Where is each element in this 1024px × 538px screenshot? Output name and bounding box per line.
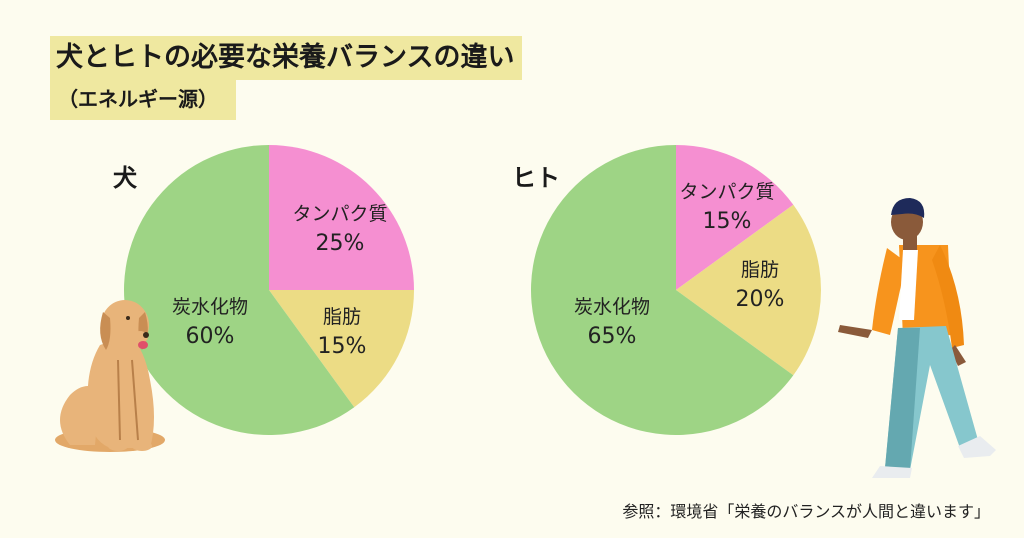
human-slice-value-0: 15% [703,209,752,234]
dog-chart-title: 犬 [113,164,137,192]
dog-slice-value-0: 25% [316,231,365,256]
dog-pie-chart: タンパク質 25% 脂肪 15% 炭水化物 60% [123,145,414,436]
human-slice-value-1: 20% [736,287,785,312]
dog-slice-label-1: 脂肪 [323,306,361,328]
dog-slice-value-2: 60% [186,324,235,349]
human-pie-chart: タンパク質 15% 脂肪 20% 炭水化物 65% [530,145,821,435]
source-footnote: 参照：環境省「栄養のバランスが人間と違います」 [622,502,990,521]
human-slice-label-1: 脂肪 [741,259,779,281]
dog-slice-label-0: タンパク質 [292,203,387,225]
dog-slice-value-1: 15% [318,334,367,359]
dog-slice-0 [269,145,414,290]
dog-slice-label-2: 炭水化物 [172,296,248,318]
human-slice-1 [676,204,821,376]
human-slice-value-2: 65% [588,324,637,349]
human-chart-title: ヒト [512,164,560,192]
human-slice-label-0: タンパク質 [679,181,774,203]
dog-slice-2 [123,145,355,436]
dog-slice-1 [269,290,414,408]
page-subtitle: （エネルギー源） [50,80,236,120]
page-title: 犬とヒトの必要な栄養バランスの違い [50,36,523,80]
human-slice-2 [530,145,794,435]
human-slice-0 [676,145,794,290]
human-slice-label-2: 炭水化物 [574,296,650,318]
